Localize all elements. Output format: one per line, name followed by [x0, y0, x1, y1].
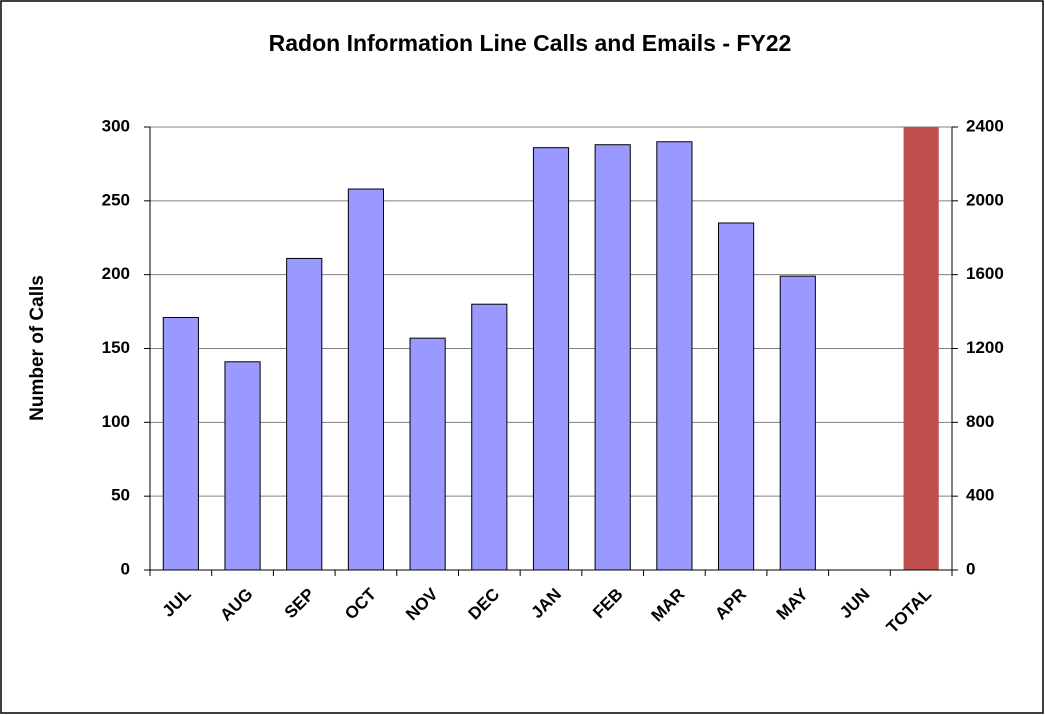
bar — [347, 188, 385, 571]
y-tick-label: 200 — [102, 264, 130, 283]
y-tick-label: 50 — [111, 486, 130, 505]
bar — [903, 127, 939, 570]
y2-tick-label: 1600 — [966, 264, 1004, 283]
y2-tick-label: 2000 — [966, 190, 1004, 209]
y-tick-label: 100 — [102, 412, 130, 431]
bar — [532, 147, 570, 571]
bar — [656, 141, 693, 571]
y2-tick-label: 400 — [966, 486, 994, 505]
bar — [717, 222, 755, 571]
bar — [594, 144, 631, 571]
bar — [286, 257, 323, 571]
chart-title: Radon Information Line Calls and Emails … — [269, 30, 792, 56]
y-tick-label: 300 — [102, 116, 130, 135]
y-axis-label: Number of Calls — [27, 275, 48, 421]
bar — [409, 337, 446, 571]
y2-tick-label: 800 — [966, 412, 994, 431]
y-tick-label: 250 — [102, 190, 130, 209]
bar — [471, 303, 508, 571]
bar — [224, 361, 261, 571]
y2-tick-label: 0 — [966, 559, 975, 578]
bar — [162, 316, 199, 571]
y-tick-label: 150 — [102, 338, 130, 357]
y2-tick-label: 1200 — [966, 338, 1004, 357]
y-tick-label: 0 — [121, 559, 130, 578]
bar — [779, 275, 816, 571]
y2-tick-label: 2400 — [966, 116, 1004, 135]
